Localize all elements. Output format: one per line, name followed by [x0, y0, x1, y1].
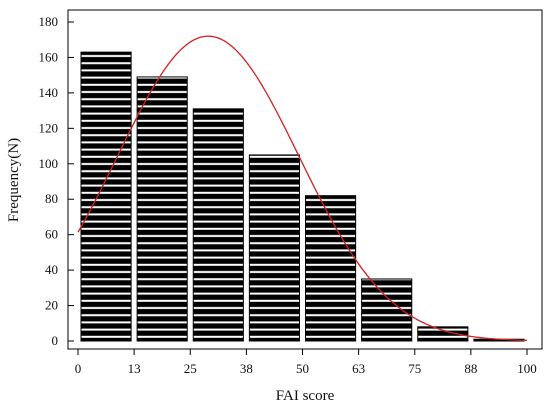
histogram-bar-4	[248, 154, 300, 342]
x-axis: 0 13 25 38 50 63 75 88 100	[75, 349, 537, 376]
histogram-bar-2	[136, 76, 188, 342]
plot-frame	[67, 9, 543, 350]
x-tick-label-38: 38	[240, 361, 253, 376]
x-tick-label-13: 13	[128, 361, 141, 376]
x-tick-label-75: 75	[408, 361, 421, 376]
x-tick-label-50: 50	[296, 361, 309, 376]
y-axis: 0 20 40 60 80 100 120 140 160 180	[39, 14, 74, 348]
y-tick-label-20: 20	[45, 298, 58, 313]
y-axis-title: Frequency(N)	[6, 138, 22, 222]
bars-group	[80, 51, 525, 342]
histogram-bar-6	[361, 278, 413, 342]
y-tick-label-180: 180	[39, 14, 59, 29]
y-tick-label-80: 80	[45, 191, 58, 206]
x-tick-label-0: 0	[75, 361, 82, 376]
normal-fit-curve	[77, 35, 528, 342]
histogram-bar-1	[80, 51, 132, 342]
x-axis-title: FAI score	[276, 388, 335, 404]
y-tick-label-160: 160	[39, 49, 59, 64]
x-tick-label-25: 25	[184, 361, 197, 376]
y-tick-label-120: 120	[39, 120, 59, 135]
x-tick-label-100: 100	[517, 361, 537, 376]
x-tick-label-63: 63	[352, 361, 365, 376]
y-tick-label-40: 40	[45, 262, 58, 277]
y-tick-label-140: 140	[39, 85, 59, 100]
histogram-bar-5	[305, 195, 357, 342]
y-tick-label-100: 100	[39, 156, 59, 171]
y-tick-label-60: 60	[45, 227, 58, 242]
histogram-bar-7	[417, 326, 469, 342]
y-tick-label-0: 0	[52, 333, 59, 348]
x-tick-label-88: 88	[464, 361, 477, 376]
histogram-bar-3	[192, 108, 244, 342]
